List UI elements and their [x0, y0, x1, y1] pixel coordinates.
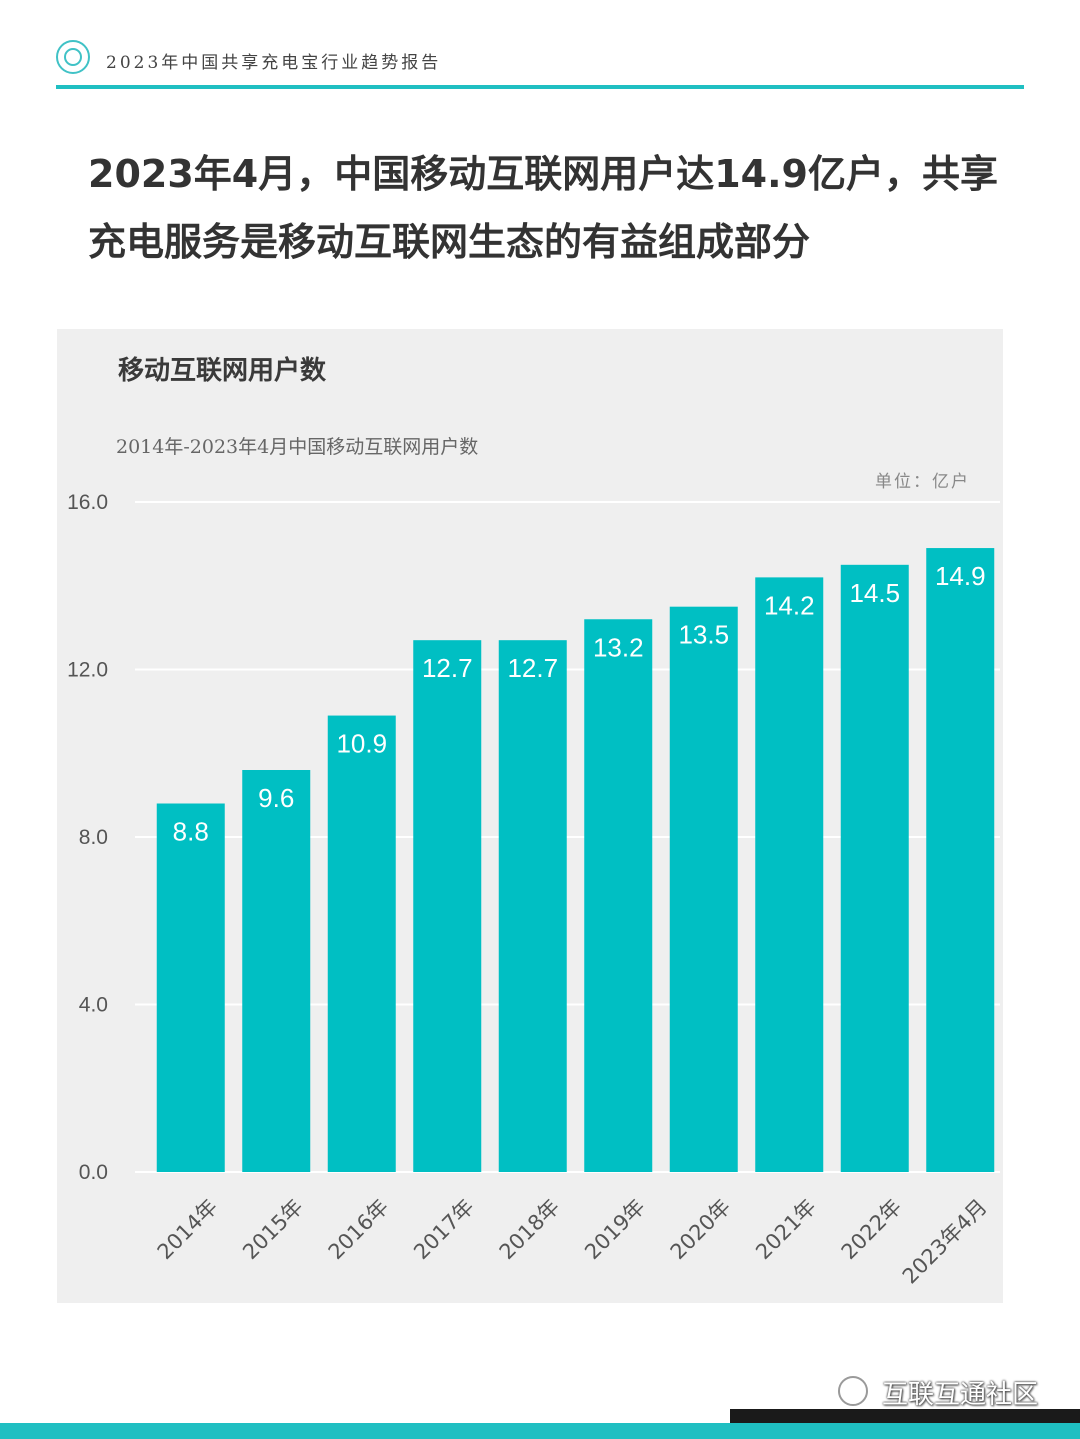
- data-label: 8.8: [173, 817, 209, 847]
- data-label: 10.9: [336, 729, 387, 759]
- bar: [413, 640, 482, 1172]
- bar: [584, 619, 653, 1172]
- data-label: 14.2: [764, 590, 815, 620]
- bar: [669, 606, 738, 1172]
- y-tick-label: 4.0: [79, 994, 108, 1017]
- wechat-icon: [838, 1376, 868, 1406]
- header-divider: [56, 85, 1024, 89]
- x-tick-label: 2019年: [580, 1195, 650, 1265]
- x-tick-label: 2022年: [837, 1195, 907, 1265]
- chart-subtitle: 2014年-2023年4月中国移动互联网用户数: [116, 436, 479, 458]
- data-label: 13.5: [678, 620, 729, 650]
- chart-title: 移动互联网用户数: [118, 356, 327, 386]
- bar: [755, 577, 824, 1172]
- x-tick-label: 2017年: [409, 1195, 479, 1265]
- y-tick-label: 16.0: [67, 491, 108, 514]
- page-header: 2023年中国共享充电宝行业趋势报告: [56, 38, 1024, 84]
- bar: [156, 803, 225, 1172]
- report-name: 2023年中国共享充电宝行业趋势报告: [106, 53, 442, 73]
- bar: [926, 548, 995, 1172]
- x-tick-label: 2023年4月: [898, 1195, 992, 1289]
- bar: [327, 715, 396, 1172]
- data-label: 14.9: [935, 561, 986, 591]
- chart-unit: 单位：亿户: [875, 472, 970, 492]
- x-tick-label: 2015年: [238, 1195, 308, 1265]
- page-headline: 2023年4月，中国移动互联网用户达14.9亿户，共享充电服务是移动互联网生态的…: [88, 152, 998, 264]
- data-label: 14.5: [849, 578, 900, 608]
- x-tick-label: 2018年: [495, 1195, 565, 1265]
- bar: [242, 770, 311, 1172]
- data-label: 13.2: [593, 632, 644, 662]
- x-tick-label: 2020年: [666, 1195, 736, 1265]
- x-tick-label: 2016年: [324, 1195, 394, 1265]
- footer-dark-strip: [730, 1409, 1080, 1423]
- data-label: 9.6: [258, 783, 294, 813]
- bar: [498, 640, 567, 1172]
- watermark-text: 互联互通社区: [882, 1380, 1039, 1410]
- globe-logo-icon: [56, 40, 90, 74]
- x-tick-label: 2021年: [751, 1195, 821, 1265]
- data-label: 12.7: [507, 653, 558, 683]
- y-tick-label: 0.0: [79, 1161, 108, 1184]
- footer-band: [0, 1423, 1080, 1439]
- y-tick-label: 12.0: [67, 659, 108, 682]
- y-tick-label: 8.0: [79, 826, 108, 849]
- bar: [840, 564, 909, 1172]
- data-label: 12.7: [422, 653, 473, 683]
- x-tick-label: 2014年: [153, 1195, 223, 1265]
